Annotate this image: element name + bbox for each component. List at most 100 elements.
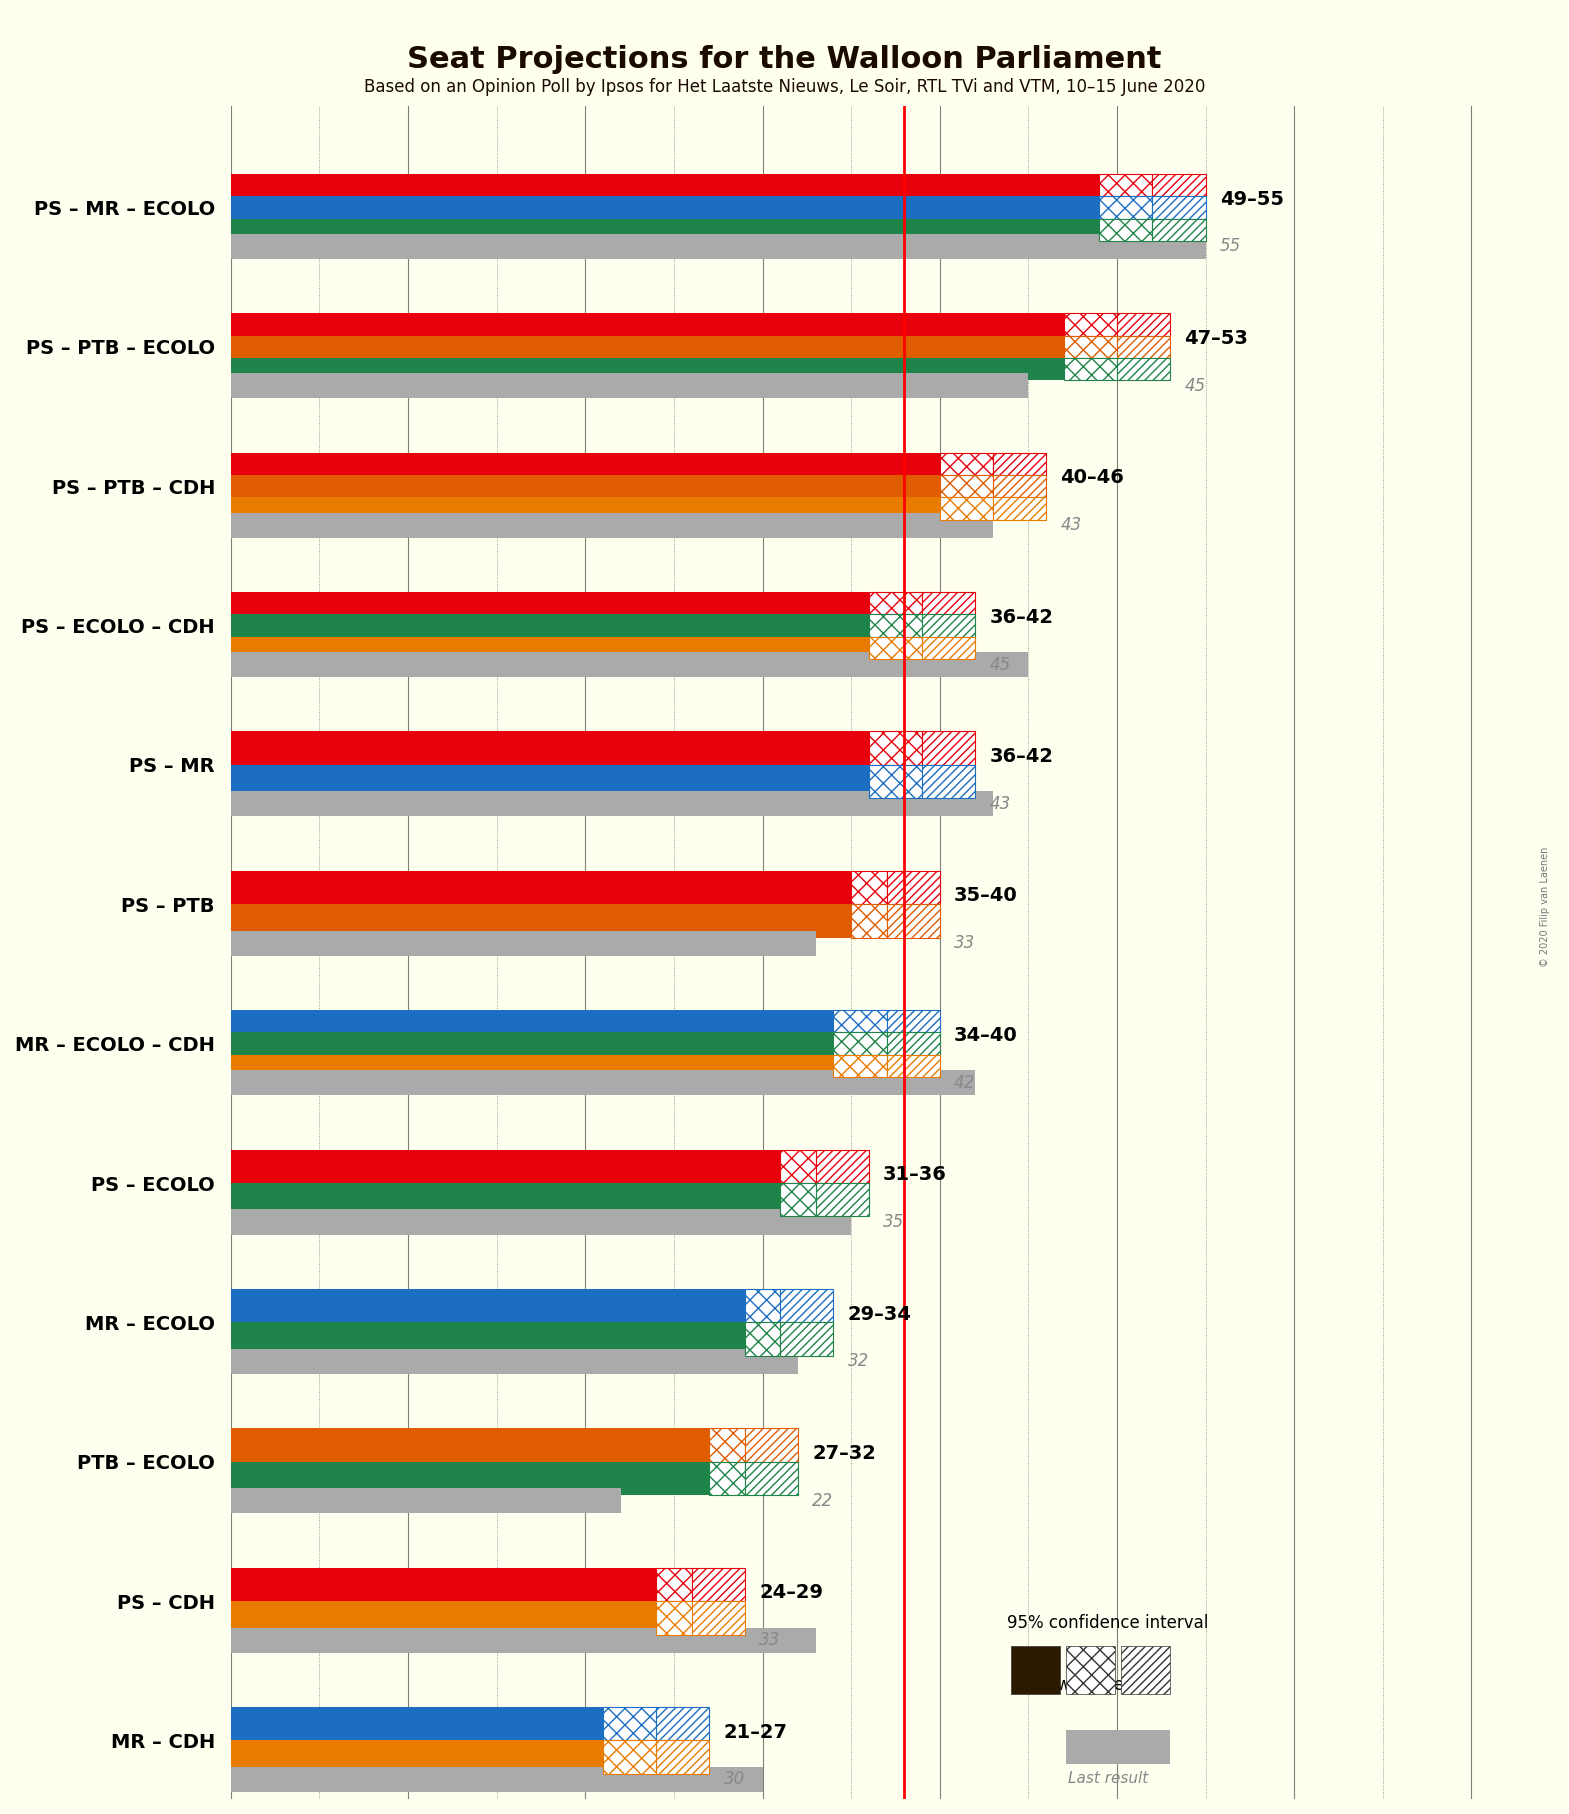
Bar: [816, 1183, 869, 1217]
Bar: [231, 475, 940, 497]
Bar: [1117, 314, 1170, 336]
Bar: [231, 1767, 763, 1792]
Bar: [850, 903, 886, 938]
Text: 42: 42: [954, 1074, 976, 1092]
Bar: [745, 1462, 799, 1495]
Bar: [656, 1602, 692, 1634]
Bar: [1064, 314, 1117, 336]
Bar: [780, 1150, 816, 1183]
Bar: [231, 1210, 850, 1235]
Text: 40–46: 40–46: [1061, 468, 1123, 488]
Bar: [231, 615, 869, 637]
Bar: [923, 766, 976, 798]
Bar: [692, 1602, 745, 1634]
Bar: [231, 1070, 976, 1096]
Bar: [231, 1350, 799, 1373]
Text: Based on an Opinion Poll by Ipsos for Het Laatste Nieuws, Le Soir, RTL TVi and V: Based on an Opinion Poll by Ipsos for He…: [364, 78, 1205, 96]
Bar: [869, 731, 923, 766]
Text: 32: 32: [847, 1353, 869, 1370]
Text: 34–40: 34–40: [954, 1025, 1018, 1045]
Bar: [816, 1150, 869, 1183]
Text: 43: 43: [990, 795, 1010, 813]
Text: 30: 30: [723, 1770, 745, 1789]
Bar: [869, 591, 923, 615]
Bar: [231, 1627, 816, 1653]
Bar: [1100, 174, 1153, 196]
Bar: [745, 1290, 780, 1322]
Text: 33: 33: [759, 1631, 780, 1649]
Bar: [886, 1010, 940, 1032]
Bar: [1120, 1645, 1170, 1694]
Bar: [1065, 1645, 1116, 1694]
Bar: [869, 615, 923, 637]
Bar: [940, 475, 993, 497]
Bar: [231, 196, 1100, 218]
Bar: [231, 374, 1028, 399]
Bar: [780, 1290, 833, 1322]
Bar: [231, 591, 869, 615]
Bar: [745, 1322, 780, 1355]
Text: 45: 45: [1185, 377, 1205, 395]
Bar: [1153, 218, 1205, 241]
Bar: [656, 1707, 709, 1740]
Bar: [1065, 1731, 1170, 1765]
Bar: [850, 871, 886, 903]
Text: © 2020 Filip van Laenen: © 2020 Filip van Laenen: [1541, 847, 1550, 967]
Text: Last result: Last result: [1068, 1770, 1149, 1787]
Bar: [1064, 336, 1117, 357]
Bar: [231, 1707, 602, 1740]
Bar: [656, 1740, 709, 1774]
Bar: [1100, 196, 1153, 218]
Text: 21–27: 21–27: [723, 1723, 788, 1741]
Bar: [231, 1290, 745, 1322]
Bar: [1117, 336, 1170, 357]
Bar: [231, 497, 940, 519]
Bar: [231, 731, 869, 766]
Bar: [886, 871, 940, 903]
Bar: [886, 1032, 940, 1054]
Bar: [745, 1428, 799, 1462]
Bar: [993, 497, 1047, 519]
Bar: [231, 1462, 709, 1495]
Bar: [231, 766, 869, 798]
Text: 43: 43: [1061, 517, 1081, 533]
Bar: [231, 357, 1064, 381]
Bar: [923, 731, 976, 766]
Bar: [940, 497, 993, 519]
Bar: [602, 1707, 656, 1740]
Text: 95% confidence interval: 95% confidence interval: [1007, 1614, 1208, 1633]
Bar: [231, 931, 816, 956]
Bar: [656, 1567, 692, 1602]
Bar: [923, 591, 976, 615]
Bar: [833, 1010, 886, 1032]
Bar: [923, 615, 976, 637]
Bar: [1153, 174, 1205, 196]
Bar: [993, 475, 1047, 497]
Bar: [231, 454, 940, 475]
Bar: [231, 791, 993, 816]
Bar: [231, 1032, 833, 1054]
Text: 24–29: 24–29: [759, 1584, 824, 1602]
Bar: [231, 651, 1028, 677]
Bar: [231, 903, 850, 938]
Text: Seat Projections for the Walloon Parliament: Seat Projections for the Walloon Parliam…: [408, 45, 1161, 74]
Bar: [231, 1567, 656, 1602]
Bar: [231, 1322, 745, 1355]
Bar: [886, 1054, 940, 1078]
Bar: [1010, 1645, 1061, 1694]
Text: with median: with median: [1058, 1676, 1159, 1694]
Bar: [993, 454, 1047, 475]
Text: 55: 55: [1219, 238, 1241, 256]
Bar: [231, 513, 993, 537]
Bar: [780, 1183, 816, 1217]
Text: 22: 22: [813, 1491, 833, 1509]
Bar: [231, 1487, 621, 1513]
Bar: [231, 1010, 833, 1032]
Text: 47–53: 47–53: [1185, 328, 1249, 348]
Text: 29–34: 29–34: [847, 1304, 912, 1324]
Bar: [869, 637, 923, 658]
Bar: [231, 1054, 833, 1078]
Bar: [692, 1567, 745, 1602]
Bar: [231, 1602, 656, 1634]
Bar: [231, 1428, 709, 1462]
